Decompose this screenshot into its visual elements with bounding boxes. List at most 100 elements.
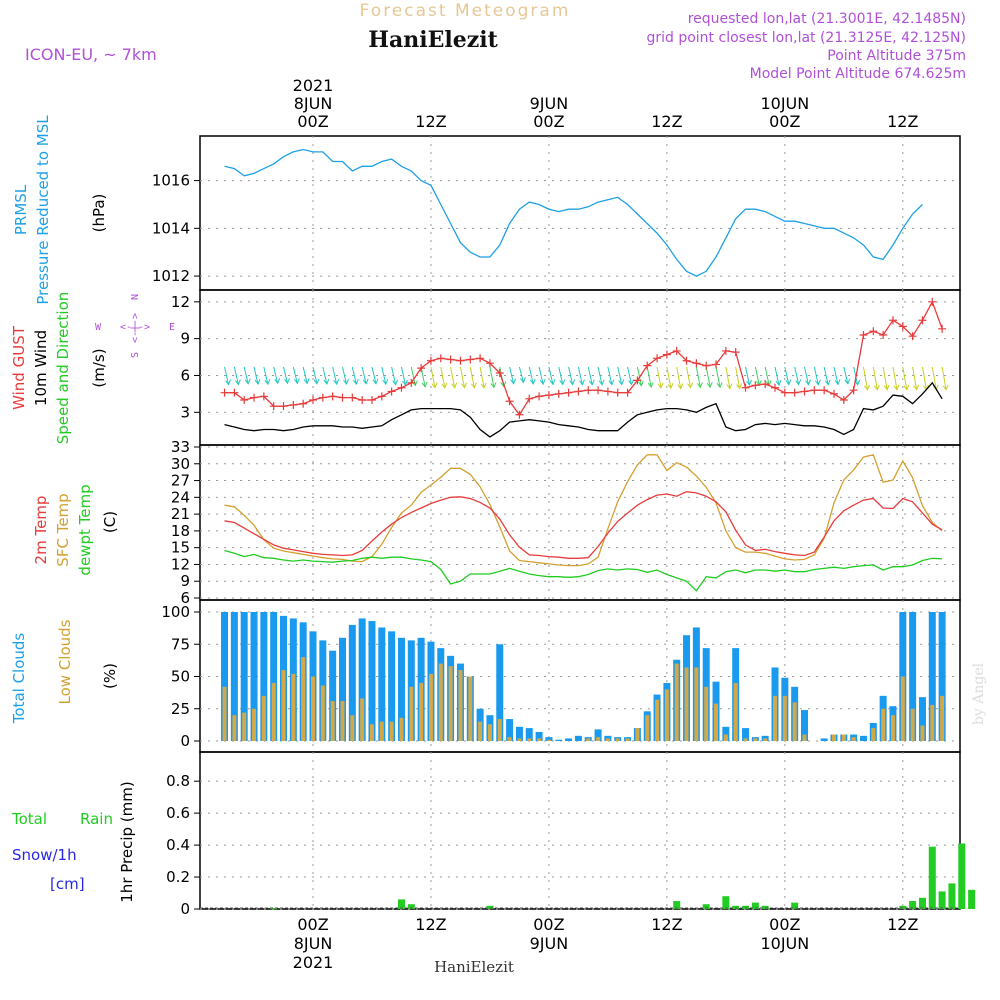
gust-point: [505, 397, 514, 406]
total-clouds-bar: [918, 697, 926, 741]
gust-point: [466, 355, 475, 364]
pressure-panel-frame: [199, 135, 961, 291]
gust-point: [279, 402, 288, 411]
wind-direction-arrow: [263, 366, 269, 385]
rain-bar: [673, 901, 681, 909]
low-clouds-bar: [615, 738, 620, 741]
gust-point: [879, 330, 888, 339]
wind-unit: (m/s): [90, 348, 108, 387]
low-clouds-bar: [478, 721, 483, 741]
rain-bar: [732, 905, 740, 909]
total-clouds-bar: [722, 726, 730, 741]
y-tick-label: 1012: [152, 267, 190, 285]
low-clouds-bar: [733, 682, 738, 741]
gust-point: [269, 402, 278, 411]
gust-point: [682, 356, 691, 365]
wind-arrow-head: [352, 378, 359, 386]
point-altitude: Point Altitude 375m: [827, 48, 966, 64]
y-tick-label: 75: [171, 635, 190, 653]
y-tick-label: 18: [171, 522, 190, 540]
wind-direction-arrow: [882, 366, 888, 390]
bottom-time-label: 8JUN: [294, 934, 333, 953]
rain-bar: [928, 846, 936, 909]
gust-point: [869, 327, 878, 336]
rain-bar: [486, 905, 494, 909]
low-clouds-bar: [782, 695, 787, 741]
total-clouds-bar: [358, 618, 366, 741]
wind-direction-arrow: [597, 366, 603, 385]
low-clouds-bar: [546, 739, 551, 741]
wind-arrow-head: [942, 384, 949, 391]
gust-point: [407, 378, 416, 387]
wind-label-speed-dir: Speed and Direction: [54, 292, 72, 445]
y-tick-label: 0.8: [166, 772, 190, 790]
wind-direction-arrow: [577, 366, 583, 385]
wind-direction-arrow: [725, 366, 731, 389]
wind-arrow-head: [303, 378, 310, 385]
gust-point: [485, 359, 494, 368]
wind-arrow-head: [333, 378, 340, 386]
total-clouds-bar: [801, 710, 808, 741]
bottom-time-label: 12Z: [887, 915, 918, 934]
wind-direction-arrow: [705, 366, 711, 388]
gust-point: [603, 387, 612, 396]
wind-arrow-head: [421, 381, 428, 388]
y-tick-label: 12: [171, 555, 190, 573]
gust-point: [780, 388, 789, 397]
wind-direction-arrow: [764, 366, 770, 386]
gust-point: [259, 392, 268, 401]
y-tick-label: 25: [171, 700, 190, 718]
rain-bar: [791, 902, 799, 909]
wind-direction-arrow: [813, 366, 819, 385]
gust-point: [721, 346, 730, 355]
low-clouds-bar: [252, 708, 257, 741]
wind-direction-arrow: [420, 366, 426, 388]
data-layer: [200, 148, 976, 910]
wind-arrow-head: [431, 382, 438, 389]
low-clouds-bar: [792, 702, 797, 741]
pressure-label-desc: Pressure Reduced to MSL: [34, 115, 52, 305]
gust-point: [456, 356, 465, 365]
wind-arrow-head: [313, 378, 320, 385]
rain-bar: [742, 905, 750, 909]
wind-direction-arrow: [528, 366, 534, 385]
y-tick-label: 0: [180, 732, 190, 750]
top-time-label: 10JUN: [760, 94, 809, 113]
low-clouds-bar: [881, 708, 886, 741]
gust-point: [800, 387, 809, 396]
low-clouds-bar: [831, 734, 836, 741]
low-clouds-bar: [605, 738, 610, 741]
bottom-time-label: 2021: [293, 953, 334, 972]
wind-arrow-head: [746, 379, 752, 387]
gust-point: [672, 346, 681, 355]
total-clouds-bar: [928, 612, 936, 741]
wind-direction-arrow: [253, 366, 259, 385]
wind-arrow-head: [618, 379, 625, 386]
wind-direction-arrow: [676, 366, 682, 389]
gust-point: [426, 356, 435, 365]
low-clouds-bar: [458, 670, 463, 741]
wind-direction-arrow: [538, 366, 544, 385]
y-tick-label: 50: [171, 668, 190, 686]
gust-point: [790, 388, 799, 397]
low-clouds-bar: [497, 719, 502, 741]
precip-label-cm: [cm]: [50, 875, 85, 893]
rain-bar: [407, 904, 415, 909]
low-clouds-bar: [900, 676, 905, 741]
y-tick-label: 1014: [152, 219, 190, 237]
wind-arrow-head: [716, 382, 723, 389]
footer-location: HaniElezit: [434, 958, 514, 976]
low-clouds-bar: [910, 708, 915, 741]
wind-arrow-head: [864, 384, 870, 391]
rain-bar: [722, 896, 730, 909]
total-clouds-bar: [240, 612, 248, 741]
gust-point: [328, 392, 337, 401]
wind-arrow-head: [667, 383, 674, 390]
total-clouds-bar: [368, 621, 376, 741]
wind-arrow-head: [470, 382, 477, 389]
gust-point: [476, 354, 485, 363]
precip-panel-frame: [199, 751, 961, 910]
rain-bar: [397, 899, 405, 909]
gust-point: [633, 376, 642, 385]
model-altitude: Model Point Altitude 674.625m: [750, 66, 966, 82]
